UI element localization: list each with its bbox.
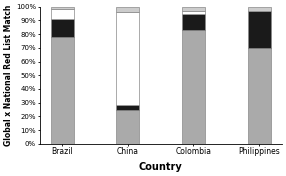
Bar [248,7,271,11]
Bar [248,11,271,48]
Bar [116,109,139,144]
Bar [182,14,205,30]
Bar [116,105,139,109]
Bar [248,48,271,144]
Bar [51,19,74,37]
Bar [116,12,139,105]
Bar [51,7,74,9]
Bar [51,37,74,144]
Bar [182,7,205,11]
Bar [182,11,205,14]
Bar [51,9,74,19]
Bar [116,7,139,12]
Bar [182,30,205,144]
Y-axis label: Global x National Red List Match: Global x National Red List Match [4,5,13,146]
X-axis label: Country: Country [139,162,182,172]
